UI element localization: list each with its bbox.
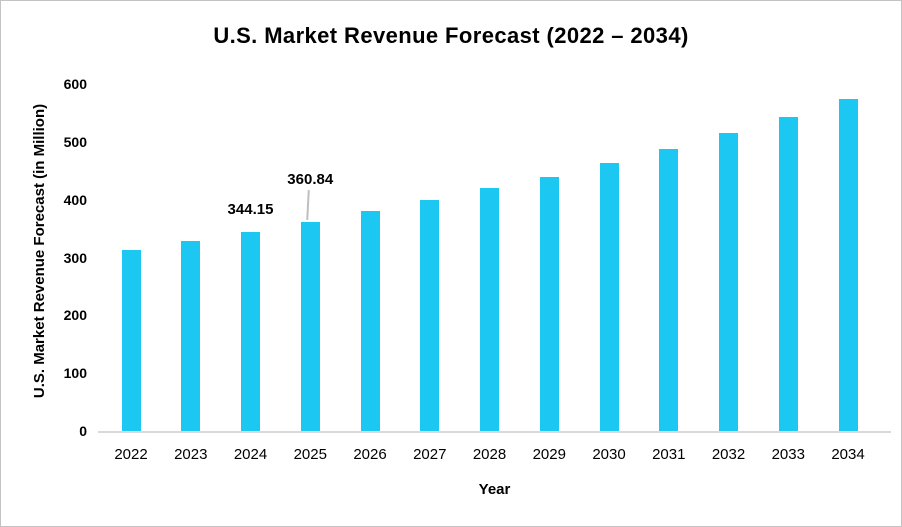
- bar-2028: [480, 188, 499, 431]
- bar-2034: [838, 99, 858, 431]
- bar-2032: [719, 133, 738, 431]
- x-tick-label: 2031: [652, 446, 686, 463]
- x-tick-label: 2026: [353, 446, 387, 463]
- bar-2024: [241, 231, 260, 431]
- x-tick-label: 2034: [831, 446, 865, 463]
- bar-2025: [300, 222, 320, 431]
- x-tick-label: 2027: [413, 446, 447, 463]
- x-tick-label: 2024: [233, 446, 268, 463]
- x-tick-label: 2033: [771, 446, 805, 463]
- x-tick-label: 2023: [174, 446, 208, 463]
- x-tick-label: 2029: [532, 446, 566, 463]
- y-tick-label: 200: [63, 307, 87, 324]
- y-tick-label: 0: [79, 423, 87, 439]
- bar-2027: [420, 200, 440, 431]
- y-tick-label: 300: [63, 249, 87, 266]
- x-tick-label: 2025: [293, 446, 327, 463]
- x-tick-label: 2030: [592, 446, 626, 463]
- data-label-2025: 360.84: [287, 171, 334, 189]
- y-tick-label: 400: [63, 191, 87, 208]
- bar-2030: [599, 163, 619, 431]
- bar-2031: [659, 149, 679, 431]
- chart-title: U.S. Market Revenue Forecast (2022 – 203…: [213, 23, 689, 48]
- y-tick-label: 500: [63, 133, 87, 150]
- y-tick-label: 600: [63, 76, 87, 92]
- x-tick-label: 2022: [114, 446, 148, 463]
- bar-2033: [778, 116, 798, 431]
- x-tick-label: 2028: [472, 446, 507, 463]
- x-axis-title: Year: [478, 481, 511, 498]
- y-tick-label: 100: [63, 365, 87, 382]
- data-label-2024: 344.15: [227, 200, 274, 218]
- bar-2029: [539, 176, 559, 431]
- x-axis-line: [98, 431, 891, 433]
- bar-2022: [121, 249, 141, 431]
- x-tick-label: 2032: [711, 446, 746, 463]
- leader-line: [306, 190, 311, 221]
- bar-2023: [181, 241, 201, 431]
- bar-2026: [360, 211, 380, 431]
